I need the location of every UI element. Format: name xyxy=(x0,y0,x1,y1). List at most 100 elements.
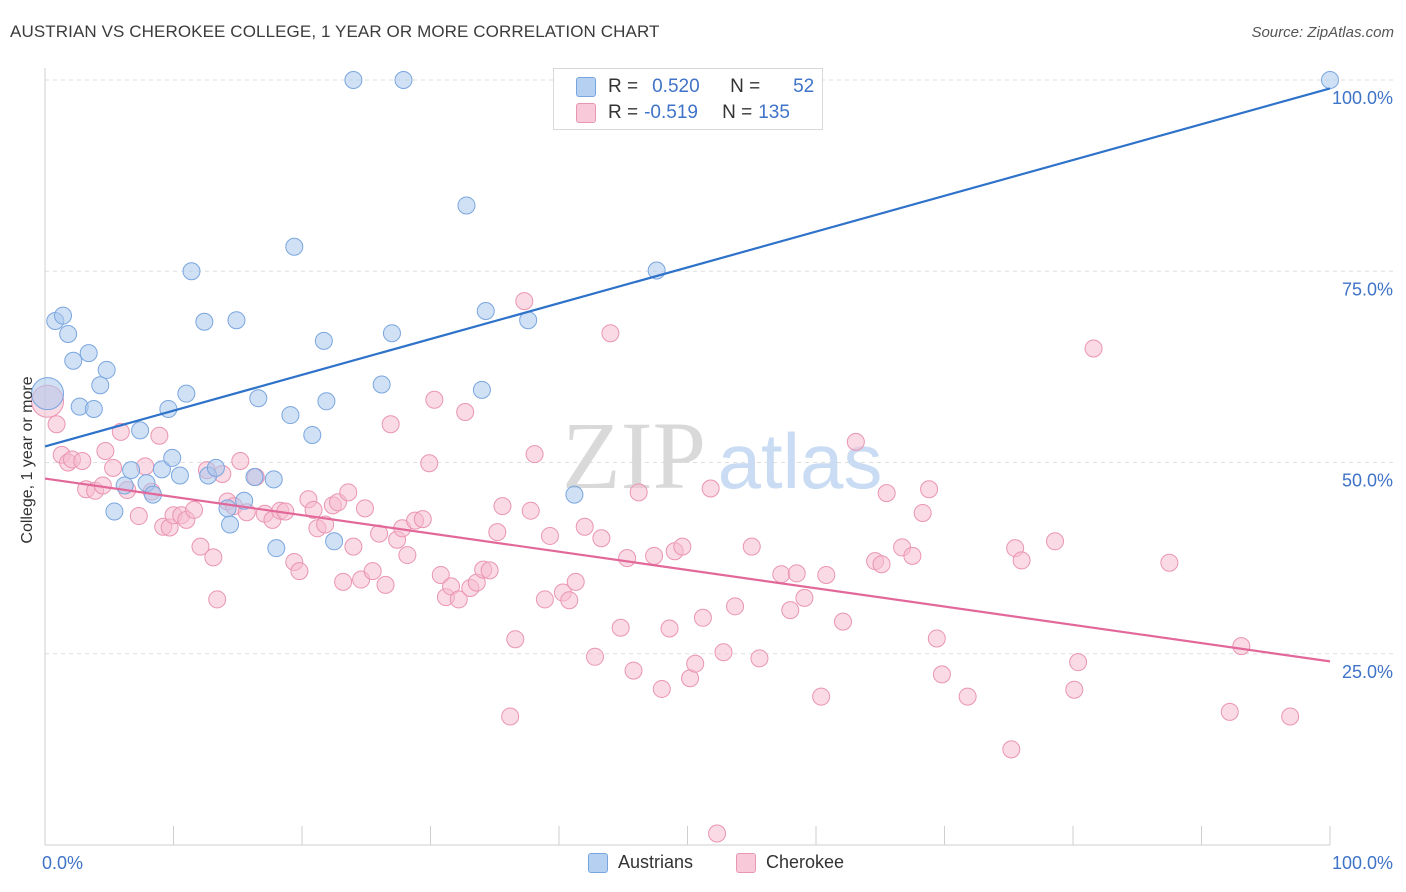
cherokee-point xyxy=(355,499,374,518)
cherokee-point xyxy=(645,546,664,565)
austrians-point xyxy=(159,399,178,418)
cherokee-point xyxy=(1281,707,1300,726)
stats-swatch-pink xyxy=(576,103,596,123)
cherokee-point xyxy=(96,442,115,461)
cherokee-point xyxy=(560,591,579,610)
cherokee-point xyxy=(1046,532,1065,551)
x-tick-label: 100.0% xyxy=(1332,853,1393,873)
r-value: -0.519 xyxy=(644,102,698,123)
cherokee-point xyxy=(624,661,643,680)
stats-row-austrians: R = 0.520 N = 52 xyxy=(576,74,814,100)
cherokee-point xyxy=(381,415,400,434)
y-tick-label: 25.0% xyxy=(1342,662,1393,682)
chart-title: AUSTRIAN VS CHEROKEE COLLEGE, 1 YEAR OR … xyxy=(10,22,660,41)
cherokee-point xyxy=(686,654,705,673)
cherokee-point xyxy=(1065,680,1084,699)
austrians-point xyxy=(122,461,141,480)
cherokee-point xyxy=(191,537,210,556)
cherokee-point xyxy=(449,590,468,609)
cherokee-point xyxy=(1220,702,1239,721)
austrians-point xyxy=(267,539,286,558)
cherokee-point xyxy=(673,537,692,556)
grid-lines xyxy=(45,79,1395,655)
austrians-point xyxy=(317,392,336,411)
austrians-point xyxy=(476,302,495,321)
x-tick-label: 0.0% xyxy=(42,853,83,873)
cherokee-point xyxy=(431,565,450,584)
austrians-point xyxy=(372,375,391,394)
cherokee-point xyxy=(515,292,534,311)
cherokee-point xyxy=(913,503,932,522)
cherokee-point xyxy=(652,679,671,698)
cherokee-point xyxy=(932,665,951,684)
cherokee-point xyxy=(781,601,800,620)
cherokee-point xyxy=(1160,553,1179,572)
cherokee-point xyxy=(566,572,585,591)
austrians-point xyxy=(285,237,304,256)
y-tick-label: 100.0% xyxy=(1332,88,1393,108)
austrians-point xyxy=(394,71,413,89)
cherokee-point xyxy=(772,565,791,584)
austrians-point xyxy=(218,499,237,518)
watermark-atlas: atlas xyxy=(718,417,883,505)
cherokee-point xyxy=(1232,637,1251,656)
cherokee-point xyxy=(726,597,745,616)
cherokee-point xyxy=(817,565,836,584)
cherokee-point xyxy=(812,687,831,706)
cherokee-point xyxy=(958,687,977,706)
cherokee-point xyxy=(47,415,66,434)
cherokee-point xyxy=(660,619,679,638)
legend-item-cherokee[interactable]: Cherokee xyxy=(736,852,844,873)
cherokee-point xyxy=(541,526,560,545)
cherokee-point xyxy=(344,537,363,556)
cherokee-point xyxy=(701,479,720,498)
legend-swatch-blue xyxy=(588,852,608,873)
cherokee-point xyxy=(316,515,335,534)
austrians-point xyxy=(1321,71,1339,89)
austrians-point xyxy=(303,425,322,444)
cherokee-point xyxy=(708,824,727,843)
cherokee-point xyxy=(535,590,554,609)
cherokee-point xyxy=(480,561,499,580)
austrians-point xyxy=(91,376,110,395)
cherokee-point xyxy=(204,548,223,567)
cherokee-point xyxy=(521,501,540,520)
stats-row-cherokee: R = -0.519 N = 135 xyxy=(576,100,806,126)
cherokee-point xyxy=(506,630,525,649)
cherokee-point xyxy=(750,649,769,668)
cherokee-point xyxy=(693,608,712,627)
austrians-point xyxy=(227,311,246,330)
austrians-point xyxy=(105,502,124,521)
cherokee-point xyxy=(611,618,630,637)
austrians-point xyxy=(53,306,72,325)
cherokee-point xyxy=(1084,339,1103,358)
source-label: Source: ZipAtlas.com xyxy=(1251,24,1394,41)
cherokee-point xyxy=(872,555,891,574)
cherokee-point xyxy=(304,500,323,519)
stats-legend: R = 0.520 N = 52 R = -0.519 N = 135 xyxy=(553,68,823,130)
cherokee-point xyxy=(877,484,896,503)
legend-swatch-pink xyxy=(736,852,756,873)
legend-item-austrians[interactable]: Austrians xyxy=(588,852,693,873)
cherokee-point xyxy=(846,432,865,451)
cherokee-point xyxy=(903,546,922,565)
y-axis-label: College, 1 year or more xyxy=(19,376,36,544)
austrians-point xyxy=(131,421,150,440)
austrians-point xyxy=(264,470,283,489)
cherokee-point xyxy=(413,510,432,529)
cherokee-point xyxy=(601,324,620,343)
austrians-point xyxy=(457,196,476,215)
cherokee-point xyxy=(208,590,227,609)
legend-label-austrians: Austrians xyxy=(618,852,694,872)
austrians-point xyxy=(170,466,189,485)
cherokee-point xyxy=(927,629,946,648)
austrians-point xyxy=(84,399,103,418)
cherokee-point xyxy=(398,546,417,565)
cherokee-point xyxy=(111,422,130,441)
cherokee-point xyxy=(488,523,507,542)
cherokee-point xyxy=(1002,740,1021,759)
tick-labels: 25.0% 50.0% 75.0% 100.0% 0.0% 100.0% xyxy=(42,88,1393,873)
austrians-point xyxy=(472,380,491,399)
cherokee-point xyxy=(339,483,358,502)
